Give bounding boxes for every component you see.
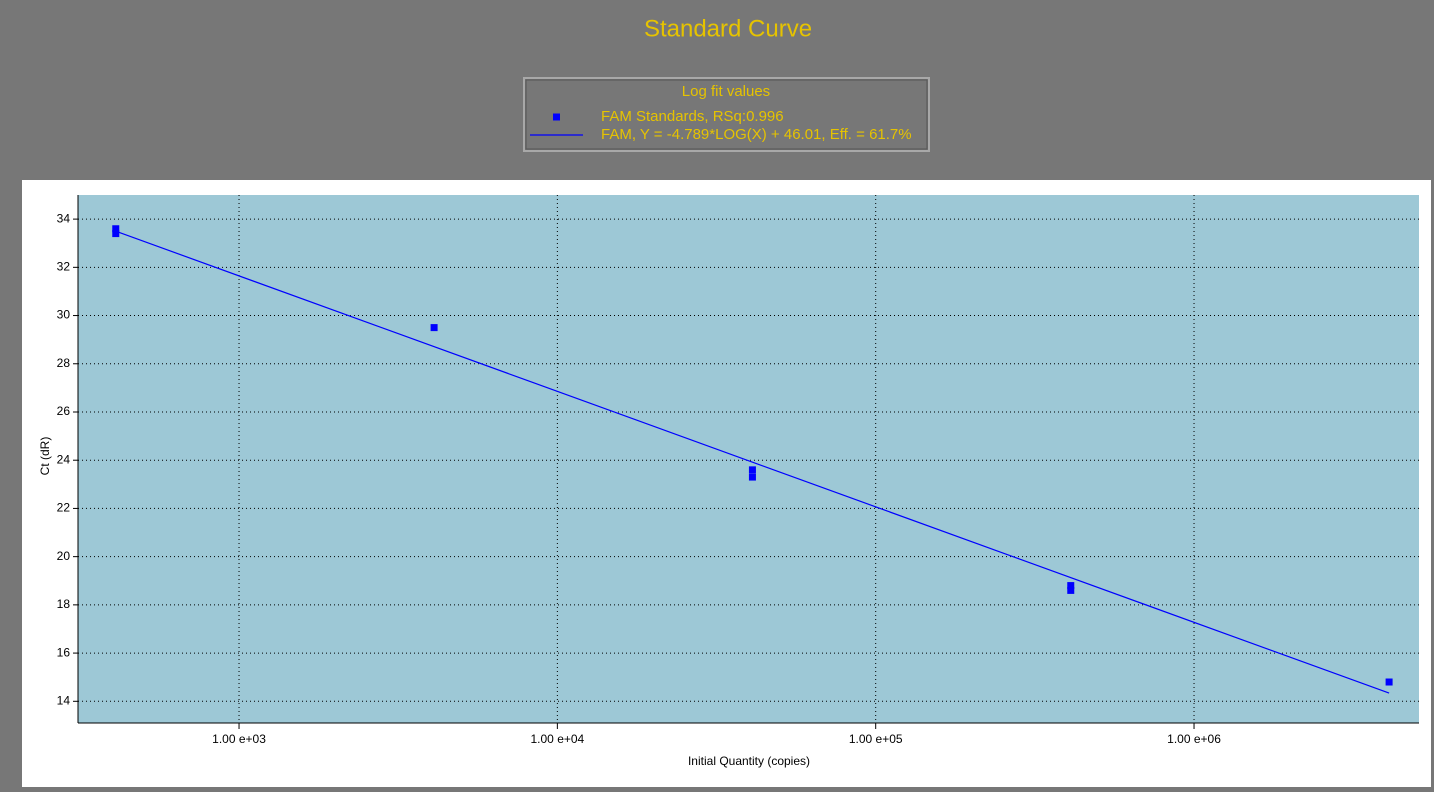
data-point (748, 473, 756, 481)
legend-label: FAM Standards, RSq:0.996 (601, 108, 784, 125)
plot-area (78, 195, 1419, 723)
x-tick-label: 1.00 e+03 (212, 732, 266, 746)
legend-label: FAM, Y = -4.789*LOG(X) + 46.01, Eff. = 6… (601, 126, 912, 143)
data-point (112, 225, 120, 233)
data-point (748, 466, 756, 474)
y-tick-label: 14 (57, 693, 71, 707)
x-axis-label: Initial Quantity (copies) (688, 754, 810, 768)
y-tick-label: 18 (57, 597, 71, 611)
y-tick-label: 16 (57, 645, 71, 659)
data-point (430, 324, 438, 332)
y-tick-label: 30 (57, 308, 71, 322)
y-tick-label: 28 (57, 356, 71, 370)
data-point (1385, 678, 1393, 686)
legend-title: Log fit values (682, 83, 770, 100)
fit-line (115, 230, 1390, 694)
legend: Log fit values FAM Standards, RSq:0.996F… (523, 77, 930, 152)
y-axis-label: Ct (dR) (38, 437, 52, 476)
x-tick-label: 1.00 e+06 (1167, 732, 1221, 746)
x-tick-label: 1.00 e+04 (531, 732, 585, 746)
legend-frame (523, 77, 930, 152)
y-tick-label: 22 (57, 501, 71, 515)
y-tick-label: 24 (57, 452, 71, 466)
y-tick-label: 20 (57, 549, 71, 563)
x-tick-label: 1.00 e+05 (849, 732, 903, 746)
data-point (112, 230, 120, 238)
legend-marker (553, 113, 560, 121)
data-point (1067, 586, 1075, 594)
y-tick-label: 26 (57, 404, 71, 418)
chart-title: Standard Curve (644, 15, 812, 42)
y-tick-label: 34 (57, 211, 71, 225)
y-tick-label: 32 (57, 260, 71, 274)
legend-inner-frame (525, 79, 928, 150)
data-point (1067, 582, 1075, 590)
